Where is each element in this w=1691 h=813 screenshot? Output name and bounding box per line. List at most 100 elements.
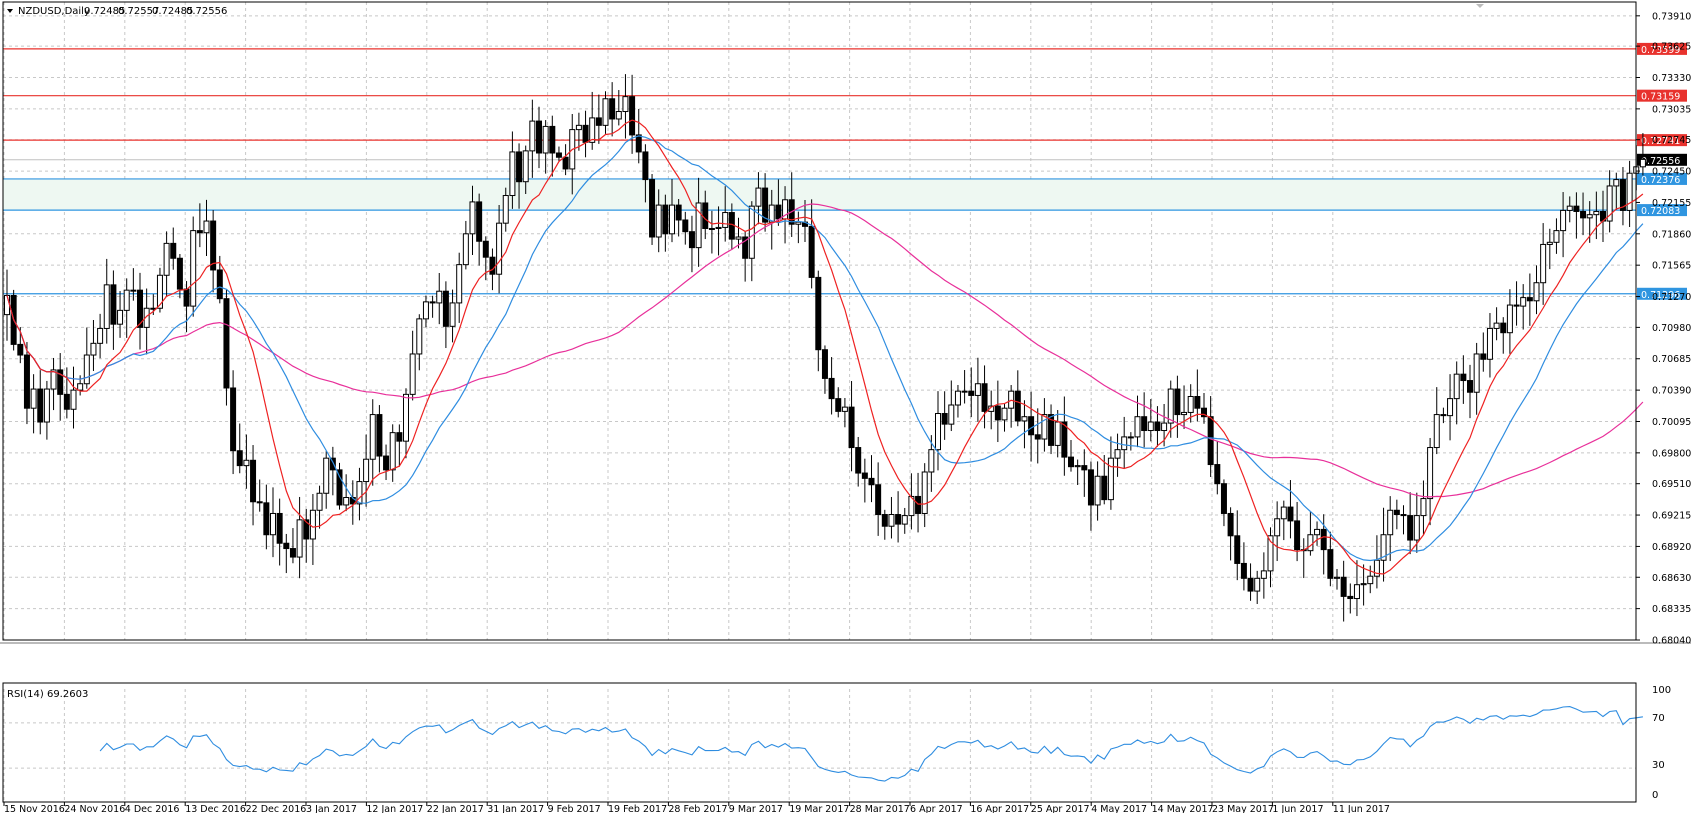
support-zone xyxy=(3,178,1636,211)
price-level-tag xyxy=(1637,172,1687,185)
candle-bullish xyxy=(522,150,529,183)
candle-bullish xyxy=(1280,506,1287,520)
candle-bullish xyxy=(954,390,961,406)
candle-bullish xyxy=(1107,457,1114,501)
price-level-label: 0.72741 xyxy=(1641,136,1680,147)
candle-bullish xyxy=(1560,209,1567,232)
candle-bearish xyxy=(489,256,496,275)
scroll-marker-icon[interactable] xyxy=(1476,4,1484,8)
candle-bearish xyxy=(1480,353,1487,360)
candle-bearish xyxy=(196,230,203,234)
date-tick-label: 4 May 2017 xyxy=(1091,804,1147,813)
price-level-tag xyxy=(1637,89,1687,102)
horizontal-levels[interactable]: 0.73599 0.73159 0.72741 0.72376 0.72083 0.712… xyxy=(3,42,1687,301)
candle-bearish xyxy=(702,202,709,229)
candle-bullish xyxy=(622,96,629,113)
candle-bullish xyxy=(243,459,250,467)
candle-bearish xyxy=(821,349,828,379)
candle-bullish xyxy=(4,294,10,316)
candle-bearish xyxy=(223,298,230,389)
price-level-tag xyxy=(1637,134,1687,147)
candle-bearish xyxy=(289,548,296,558)
price-tick-label: 0.72745 xyxy=(1652,135,1691,146)
candle-bearish xyxy=(875,484,882,516)
candle-bullish xyxy=(748,205,755,259)
rsi-series xyxy=(99,706,1643,782)
price-tick-label: 0.71860 xyxy=(1652,229,1691,240)
candle-bullish xyxy=(1167,388,1174,424)
candle-bearish xyxy=(170,242,177,259)
date-tick-label: 15 Nov 2016 xyxy=(4,804,65,813)
candle-bearish xyxy=(256,501,263,504)
candle-bearish xyxy=(183,288,190,307)
candle-bullish xyxy=(1380,534,1387,561)
candle-bearish xyxy=(1081,465,1088,471)
candle-bullish xyxy=(363,458,370,483)
date-tick-label: 28 Feb 2017 xyxy=(668,804,727,813)
candle-bullish xyxy=(1274,518,1281,537)
candle-bullish xyxy=(130,289,137,292)
candle-bullish xyxy=(1267,535,1274,572)
candle-bearish xyxy=(1526,297,1533,302)
candle-bearish xyxy=(442,290,449,327)
candle-bullish xyxy=(1260,570,1267,579)
candle-bullish xyxy=(1334,576,1340,579)
collapse-triangle-icon[interactable] xyxy=(7,9,13,13)
candle-bullish xyxy=(103,284,110,329)
date-tick-label: 12 Jan 2017 xyxy=(366,804,423,813)
candle-bullish xyxy=(1533,282,1540,302)
candle-bearish xyxy=(682,219,689,233)
price-tick-label: 0.70980 xyxy=(1652,323,1691,334)
candle-bearish xyxy=(1220,483,1227,514)
candle-bearish xyxy=(1580,210,1587,219)
candle-bearish xyxy=(336,469,343,506)
candle-bullish xyxy=(974,383,981,396)
candle-bearish xyxy=(376,414,383,457)
candle-bearish xyxy=(828,377,835,400)
candle-bearish xyxy=(1014,390,1021,422)
price-tick-label: 0.70095 xyxy=(1652,417,1691,428)
candle-bullish xyxy=(343,497,350,506)
candle-bullish xyxy=(755,187,762,207)
candle-bearish xyxy=(742,236,749,259)
candle-bearish xyxy=(1028,416,1035,436)
price-tick-label: 0.73625 xyxy=(1652,42,1691,53)
date-tick-label: 14 May 2017 xyxy=(1152,804,1214,813)
candle-bullish xyxy=(1121,436,1128,451)
price-tick-label: 0.68630 xyxy=(1652,573,1691,584)
candle-bullish xyxy=(795,221,802,225)
price-tick-label: 0.69800 xyxy=(1652,448,1691,459)
candle-bearish xyxy=(1061,421,1068,458)
candle-bearish xyxy=(881,514,888,527)
candle-bullish xyxy=(143,307,150,328)
candle-bullish xyxy=(1506,304,1513,334)
date-tick-label: 3 Jan 2017 xyxy=(306,804,357,813)
candle-bearish xyxy=(1460,373,1467,382)
candle-bearish xyxy=(1174,388,1181,416)
chart-header[interactable]: NZDUSD,Daily 0.72485 0.72557 0.72485 0.7… xyxy=(7,6,227,17)
candle-bullish xyxy=(1473,353,1480,393)
ohlc-close: 0.72556 xyxy=(186,6,227,17)
candle-bearish xyxy=(1214,464,1221,485)
candle-bullish xyxy=(1546,241,1553,245)
date-tick-label: 13 Dec 2016 xyxy=(185,804,246,813)
date-axis: 15 Nov 2016 24 Nov 2016 4 Dec 2016 13 Dec 2… xyxy=(3,802,1390,813)
price-tick-label: 0.73910 xyxy=(1652,11,1691,22)
candle-bearish xyxy=(236,450,243,467)
candle-bearish xyxy=(1141,416,1148,432)
price-level-label: 0.72083 xyxy=(1641,206,1680,217)
candle-bullish xyxy=(203,220,210,234)
candle-bullish xyxy=(1553,230,1560,243)
candle-bearish xyxy=(1327,549,1334,579)
price-tick-label: 0.68040 xyxy=(1652,636,1691,647)
candle-bullish xyxy=(1307,534,1314,552)
candle-bullish xyxy=(163,242,170,276)
candle-bearish xyxy=(835,398,842,412)
ma-mid-line xyxy=(6,135,1644,562)
candle-bullish xyxy=(1566,205,1573,211)
candle-bearish xyxy=(216,269,223,300)
candle-bearish xyxy=(1194,395,1201,409)
candle-bearish xyxy=(728,212,735,240)
candle-bearish xyxy=(848,406,855,449)
